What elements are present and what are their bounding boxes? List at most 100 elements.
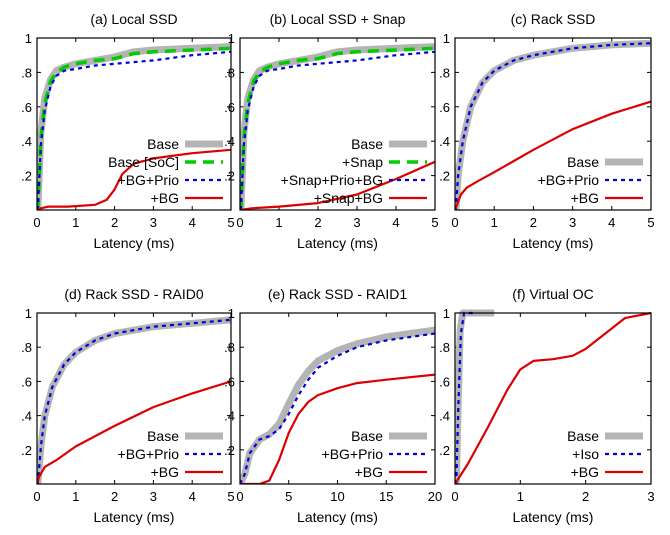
legend-label: Base bbox=[567, 154, 599, 170]
series-line-bg-prio bbox=[455, 42, 651, 210]
x-tick-label: 3 bbox=[150, 489, 157, 504]
y-tick-label: .2 bbox=[224, 443, 235, 458]
x-tick-label: 20 bbox=[428, 489, 442, 504]
x-tick-label: 5 bbox=[431, 215, 438, 230]
x-tick-label: 1 bbox=[72, 489, 79, 504]
y-tick-label: .6 bbox=[224, 374, 235, 389]
series-line-snap-prio-bg bbox=[240, 50, 435, 210]
y-tick-label: .2 bbox=[439, 443, 450, 458]
y-tick-label: .6 bbox=[439, 100, 450, 115]
legend-label: +BG+Prio bbox=[322, 446, 384, 462]
series-line-bg bbox=[455, 100, 651, 210]
x-tick-label: 4 bbox=[392, 215, 399, 230]
plot-frame bbox=[454, 312, 652, 485]
y-tick-label: .4 bbox=[21, 409, 32, 424]
x-tick-label: 1 bbox=[275, 215, 282, 230]
legend-label: +BG bbox=[571, 464, 599, 480]
legend-label: +BG bbox=[355, 464, 383, 480]
x-tick-label: 3 bbox=[569, 215, 576, 230]
x-tick-label: 3 bbox=[353, 215, 360, 230]
x-tick-label: 2 bbox=[314, 215, 321, 230]
y-tick-label: 1 bbox=[443, 31, 450, 46]
chart-title: (e) Rack SSD - RAID1 bbox=[268, 286, 407, 302]
series-line-snap-bg bbox=[240, 160, 435, 210]
x-tick-label: 1 bbox=[517, 489, 524, 504]
y-tick-label: .8 bbox=[224, 65, 235, 80]
y-tick-label: .2 bbox=[21, 169, 32, 184]
series-line-bg bbox=[455, 311, 651, 484]
x-tick-label: 10 bbox=[330, 489, 344, 504]
chart-title: (c) Rack SSD bbox=[511, 11, 596, 27]
x-tick-label: 0 bbox=[33, 215, 40, 230]
series-line-bg-prio bbox=[240, 332, 435, 484]
x-tick-label: 4 bbox=[189, 489, 196, 504]
legend-label: Base [SoC] bbox=[108, 154, 179, 170]
x-axis-label: Latency (ms) bbox=[513, 509, 594, 525]
series-line-bg bbox=[37, 148, 231, 210]
legend-label: +BG+Prio bbox=[118, 446, 180, 462]
series-line-bg-prio bbox=[37, 50, 231, 210]
x-tick-label: 0 bbox=[451, 489, 458, 504]
x-tick-label: 5 bbox=[227, 215, 234, 230]
legend-label: +BG bbox=[151, 190, 179, 206]
y-tick-label: .4 bbox=[439, 134, 450, 149]
y-tick-label: .8 bbox=[21, 65, 32, 80]
legend-label: Base bbox=[147, 136, 179, 152]
legend-label: +BG+Prio bbox=[118, 172, 180, 188]
y-tick-label: .4 bbox=[21, 134, 32, 149]
series-line-snap bbox=[240, 46, 435, 210]
plot-frame bbox=[239, 37, 436, 211]
legend-label: +Iso bbox=[572, 446, 599, 462]
x-tick-label: 0 bbox=[451, 215, 458, 230]
legend-label: +Snap+Prio+BG bbox=[281, 172, 383, 188]
chart-panel-1: (b) Local SSD + Snap 1 .8 .6 .4 .2 0 1 2 3 4 5 Laten… bbox=[224, 11, 438, 251]
legend-label: Base bbox=[147, 428, 179, 444]
y-tick-label: .4 bbox=[224, 409, 235, 424]
y-tick-label: .8 bbox=[21, 340, 32, 355]
y-tick-label: .8 bbox=[439, 340, 450, 355]
series-line-bg-prio bbox=[37, 318, 231, 484]
series-line-base bbox=[455, 309, 495, 484]
y-tick-label: 1 bbox=[25, 31, 32, 46]
y-tick-label: .2 bbox=[21, 443, 32, 458]
legend-label: +BG bbox=[151, 464, 179, 480]
x-axis-label: Latency (ms) bbox=[513, 235, 594, 251]
x-axis-label: Latency (ms) bbox=[297, 509, 378, 525]
x-tick-label: 5 bbox=[227, 489, 234, 504]
x-axis-label: Latency (ms) bbox=[94, 509, 175, 525]
y-tick-label: .4 bbox=[224, 134, 235, 149]
x-tick-label: 15 bbox=[379, 489, 393, 504]
x-tick-label: 0 bbox=[236, 489, 243, 504]
legend-label: Base bbox=[351, 136, 383, 152]
plot-frame bbox=[239, 312, 436, 485]
y-tick-label: .6 bbox=[439, 374, 450, 389]
x-tick-label: 1 bbox=[72, 215, 79, 230]
legend-label: +BG+Prio bbox=[538, 172, 600, 188]
y-tick-label: .4 bbox=[439, 409, 450, 424]
x-axis-label: Latency (ms) bbox=[297, 235, 378, 251]
y-tick-label: .2 bbox=[224, 169, 235, 184]
legend-label: +Snap bbox=[342, 154, 383, 170]
chart-title: (d) Rack SSD - RAID0 bbox=[64, 286, 203, 302]
chart-title: (f) Virtual OC bbox=[512, 286, 593, 302]
chart-title: (a) Local SSD bbox=[90, 11, 177, 27]
x-tick-label: 3 bbox=[647, 489, 654, 504]
series-line-base-soc bbox=[37, 46, 231, 210]
y-tick-label: 1 bbox=[228, 306, 235, 321]
y-tick-label: .6 bbox=[21, 374, 32, 389]
x-tick-label: 5 bbox=[647, 215, 654, 230]
plot-frame bbox=[454, 37, 652, 211]
legend-label: +Snap+BG bbox=[314, 190, 383, 206]
y-tick-label: 1 bbox=[228, 31, 235, 46]
chart-title: (b) Local SSD + Snap bbox=[270, 11, 406, 27]
x-tick-label: 0 bbox=[236, 215, 243, 230]
chart-panel-3: (d) Rack SSD - RAID0 1 .8 .6 .4 .2 0 1 2 3 4 5 Laten… bbox=[21, 286, 234, 525]
x-tick-label: 2 bbox=[582, 489, 589, 504]
legend-label: Base bbox=[567, 428, 599, 444]
chart-panel-5: (f) Virtual OC 1 .8 .6 .4 .2 0 1 2 3 Latency (ms) B… bbox=[439, 286, 654, 525]
chart-panel-2: (c) Rack SSD 1 .8 .6 .4 .2 0 1 2 3 4 5 Latency (ms) B… bbox=[439, 11, 654, 251]
x-axis-label: Latency (ms) bbox=[94, 235, 175, 251]
x-tick-label: 2 bbox=[111, 489, 118, 504]
